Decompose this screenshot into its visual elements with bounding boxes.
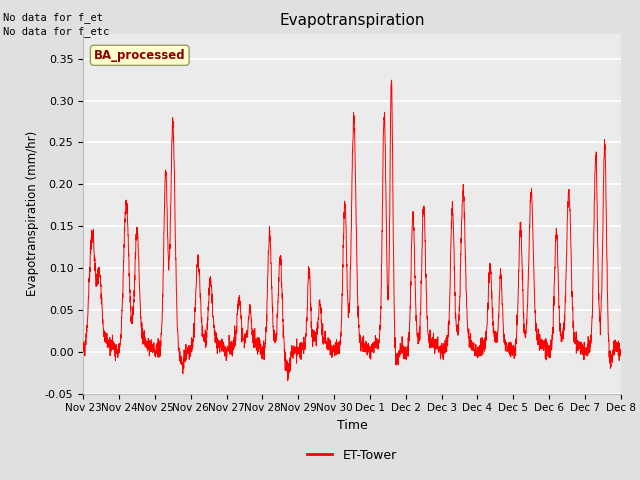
Text: BA_processed: BA_processed: [94, 49, 186, 62]
Title: Evapotranspiration: Evapotranspiration: [279, 13, 425, 28]
X-axis label: Time: Time: [337, 419, 367, 432]
Y-axis label: Evapotranspiration (mm/hr): Evapotranspiration (mm/hr): [26, 131, 39, 296]
Text: No data for f_et: No data for f_et: [3, 12, 103, 23]
Legend: ET-Tower: ET-Tower: [302, 444, 402, 467]
Text: No data for f_etc: No data for f_etc: [3, 26, 109, 37]
